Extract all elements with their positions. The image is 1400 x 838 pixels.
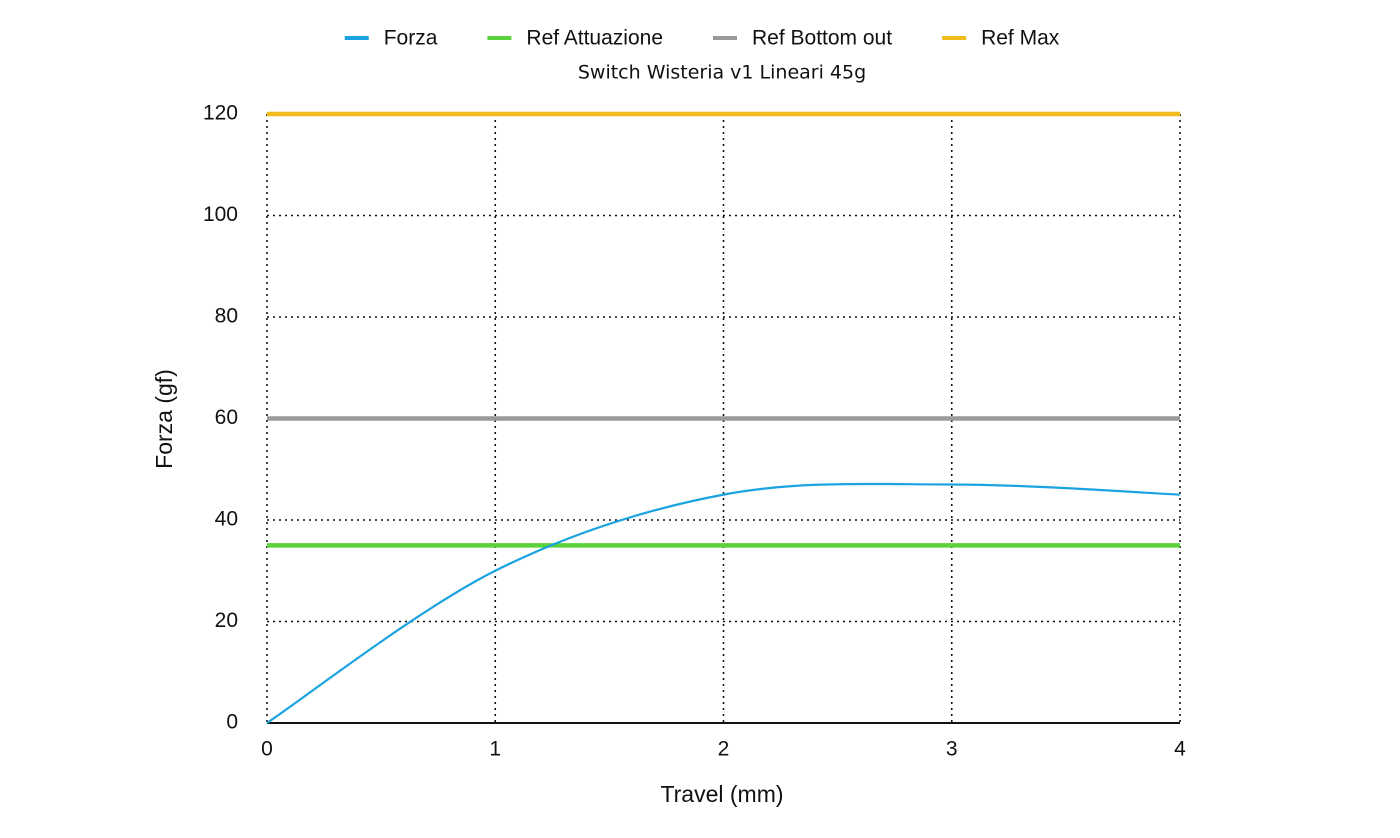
y-tick-label: 120 (203, 102, 238, 125)
y-axis-label: Forza (gf) (151, 369, 177, 469)
x-tick-label: 4 (1174, 738, 1186, 761)
y-tick-label: 20 (215, 609, 238, 632)
y-tick-label: 40 (215, 508, 238, 531)
series-line (266, 482, 1181, 724)
legend-label: Ref Attuazione (526, 27, 663, 50)
x-tick-label: 3 (946, 738, 958, 761)
legend-label: Ref Max (981, 27, 1060, 50)
y-tick-label: 100 (203, 203, 238, 226)
y-tick-label: 60 (215, 406, 238, 429)
x-tick-label: 0 (261, 738, 273, 761)
legend-label: Forza (384, 27, 438, 50)
x-tick-label: 1 (489, 738, 501, 761)
legend-label: Ref Bottom out (752, 27, 892, 50)
chart-title: Switch Wisteria v1 Lineari 45g (578, 62, 866, 84)
y-tick-label: 80 (215, 305, 238, 328)
x-axis-label: Travel (mm) (660, 781, 783, 807)
x-tick-label: 2 (718, 738, 730, 761)
y-tick-label: 0 (226, 711, 238, 734)
